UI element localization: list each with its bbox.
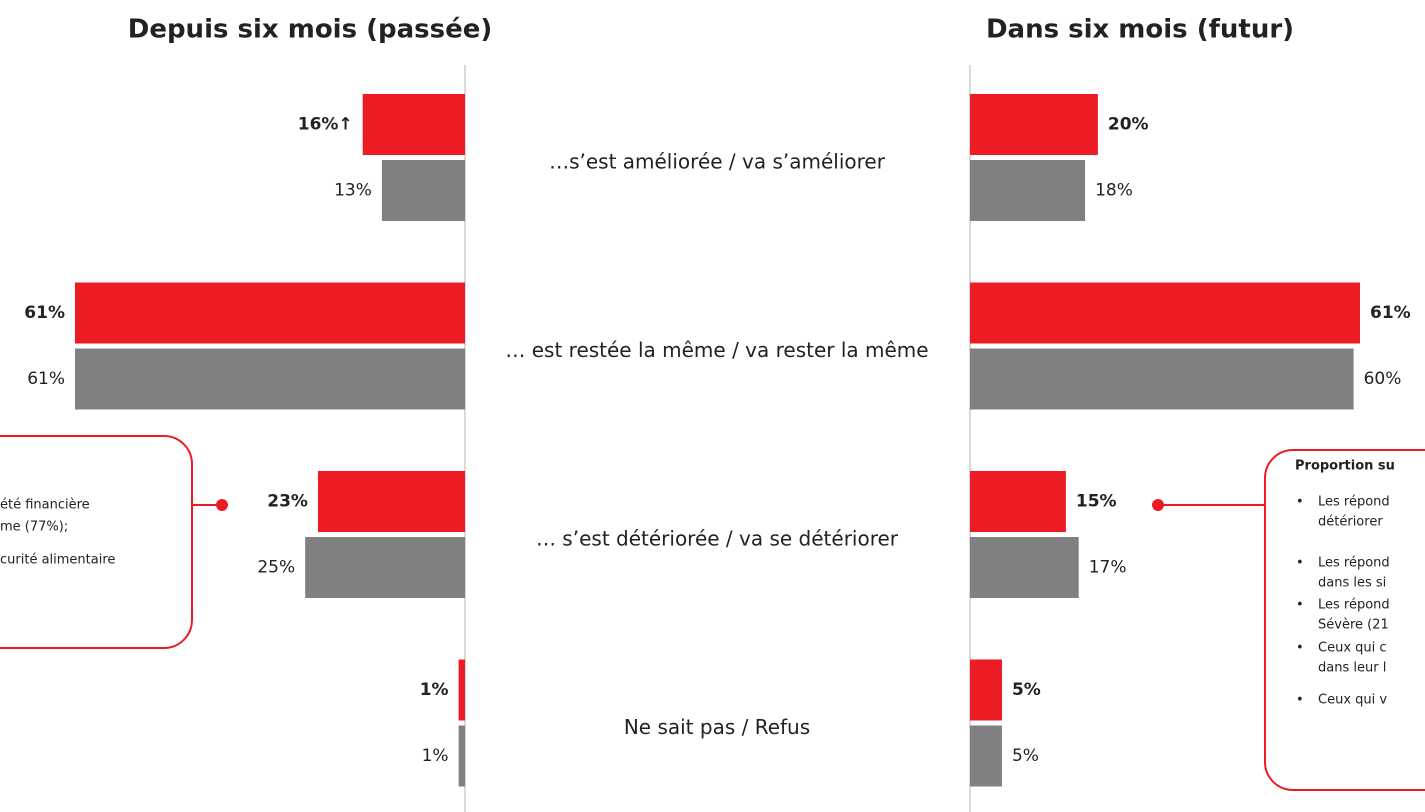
- category-label: …s’est améliorée / va s’améliorer: [549, 150, 886, 174]
- bullet: •: [1296, 556, 1304, 571]
- value-label: 20%: [1108, 115, 1149, 135]
- callout-title: Proportion su: [1295, 459, 1395, 474]
- bar: [970, 94, 1098, 155]
- bar: [970, 348, 1354, 410]
- callout-text: Ceux qui v: [1318, 693, 1387, 708]
- bar: [970, 282, 1360, 344]
- bullet: •: [1296, 641, 1304, 656]
- bullet: •: [1296, 495, 1304, 510]
- value-label: 17%: [1089, 558, 1127, 578]
- bullet: •: [1296, 693, 1304, 708]
- bar: [75, 282, 465, 344]
- callout-text: dans leur l: [1318, 661, 1386, 676]
- value-label: 5%: [1012, 680, 1041, 700]
- callout-text: Ceux qui c: [1318, 641, 1387, 656]
- callout-text: Les répond: [1318, 598, 1390, 613]
- bar: [970, 725, 1002, 787]
- value-label: 13%: [334, 181, 372, 201]
- chart-title: Dans six mois (futur): [986, 15, 1294, 45]
- value-label: 61%: [24, 303, 65, 323]
- value-label: 61%: [1370, 303, 1411, 323]
- bar: [458, 725, 465, 787]
- bullet: •: [1296, 598, 1304, 613]
- category-label: Ne sait pas / Refus: [624, 715, 810, 739]
- value-label: 5%: [1012, 746, 1039, 766]
- callout-text: détériorer: [1318, 515, 1383, 530]
- bar: [381, 160, 465, 221]
- callout-box: [0, 435, 193, 649]
- bar: [305, 537, 465, 598]
- bar: [970, 537, 1079, 598]
- bar: [970, 471, 1066, 532]
- value-label: 60%: [1364, 369, 1402, 389]
- callout-text: été financière: [0, 498, 90, 513]
- callout-text: curité alimentaire: [0, 553, 115, 568]
- value-label: 23%: [267, 492, 308, 512]
- callout-text: Sévère (21: [1318, 618, 1389, 633]
- bar: [362, 94, 465, 155]
- bar: [970, 160, 1086, 221]
- value-label: 1%: [420, 680, 449, 700]
- callout-text: Les répond: [1318, 495, 1390, 510]
- value-label: 1%: [422, 746, 449, 766]
- value-label: 18%: [1095, 181, 1133, 201]
- chart-title: Depuis six mois (passée): [128, 15, 493, 45]
- callout-text: me (77%);: [0, 520, 68, 535]
- value-label: 16%↑: [298, 115, 353, 135]
- category-label: … s’est détériorée / va se détériorer: [536, 527, 899, 551]
- connector-dot: [216, 499, 228, 511]
- callout-text: Les répond: [1318, 556, 1390, 571]
- bar: [317, 471, 465, 532]
- value-label: 25%: [257, 558, 295, 578]
- category-label: … est restée la même / va rester la même: [505, 338, 928, 362]
- callout-text: dans les si: [1318, 576, 1386, 591]
- bar: [75, 348, 465, 410]
- callout-box: [1264, 449, 1425, 791]
- connector-dot: [1152, 499, 1164, 511]
- bar: [458, 659, 465, 721]
- value-label: 61%: [27, 369, 65, 389]
- value-label: 15%: [1076, 492, 1117, 512]
- bar: [970, 659, 1002, 721]
